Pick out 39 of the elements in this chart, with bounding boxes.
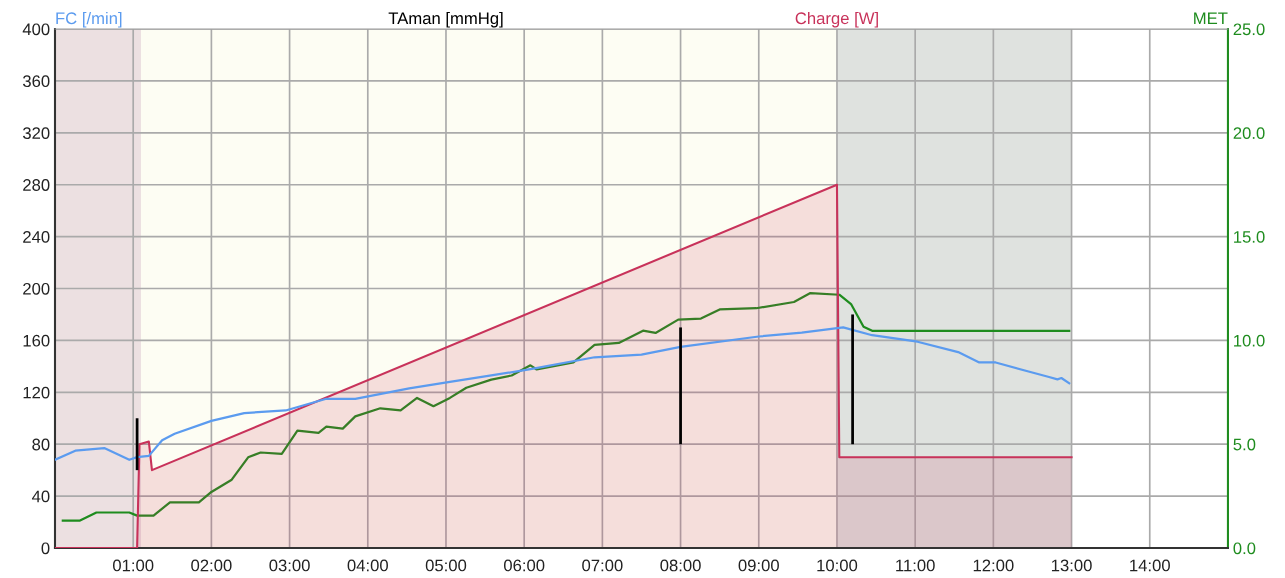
text: TAman [mmHg]: [388, 11, 503, 28]
y-tick-label: 0: [41, 542, 50, 555]
x-tick-label: 08:00: [660, 559, 701, 572]
x-tick-label: 09:00: [738, 559, 779, 572]
x-tick-label: 14:00: [1130, 559, 1170, 572]
text: MET: [1194, 12, 1228, 24]
x-tick-label: 04:00: [347, 559, 388, 572]
bar: [679, 327, 682, 445]
y2-tick-label: 25.0: [1233, 23, 1265, 36]
y2-tick-label: 0.0: [1233, 542, 1256, 555]
y-tick-label: 360: [22, 75, 50, 88]
x-tick-label: 10:00: [817, 559, 858, 572]
line-series: [61, 291, 1071, 522]
y2-tick-label: 10.0: [1234, 334, 1265, 347]
x-tick-label: 13:00: [1051, 559, 1092, 572]
y-tick-label: 120: [23, 386, 50, 399]
x-tick-label: 01:00: [112, 559, 154, 572]
y-tick-label: 240: [23, 231, 50, 243]
x-tick-label: 07:00: [582, 559, 623, 572]
y-tick-label: 320: [22, 127, 50, 140]
y-tick-label: 400: [22, 23, 50, 36]
y2-tick-label: 20.0: [1233, 127, 1265, 140]
y-tick-label: 280: [23, 179, 50, 191]
x-tick-label: 02:00: [191, 559, 232, 572]
y-tick-label: 200: [23, 282, 50, 295]
text: FC [/min]: [56, 11, 122, 28]
y-tick-label: 80: [32, 438, 50, 451]
y2-tick-label: 5.0: [1233, 438, 1256, 451]
text: Charge [W]: [795, 11, 878, 28]
y-tick-label: 160: [23, 334, 50, 347]
x-tick-label: 06:00: [503, 559, 545, 572]
bar: [851, 314, 854, 445]
x-tick-label: 03:00: [269, 559, 310, 572]
y2-tick-label: 15.0: [1234, 231, 1265, 243]
x-tick-label: 11:00: [896, 559, 935, 572]
x-tick-label: 12:00: [973, 559, 1014, 572]
y-tick-label: 40: [31, 490, 50, 503]
x-tick-label: 05:00: [425, 559, 467, 572]
line-series: [55, 326, 1071, 461]
